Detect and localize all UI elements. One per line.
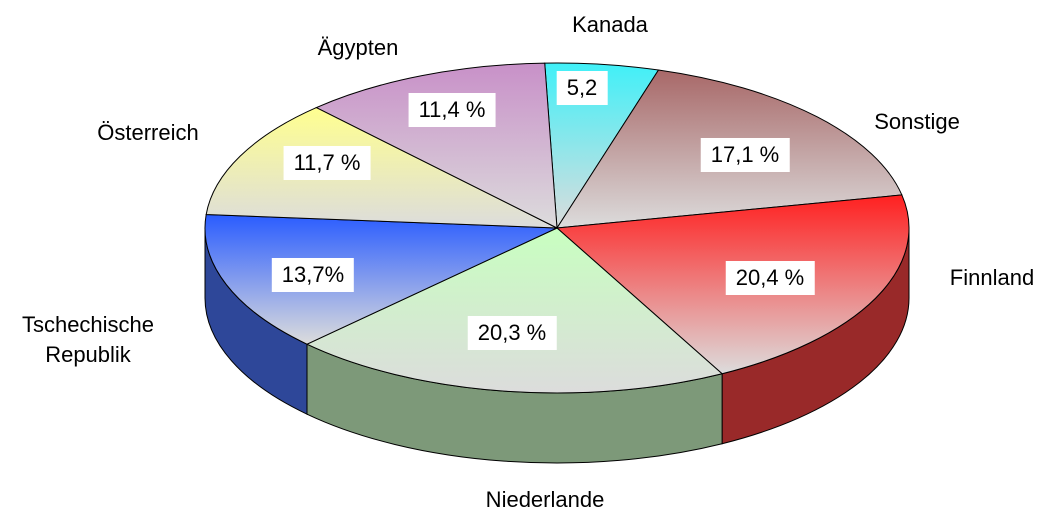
value-label: 13,7% [271, 258, 355, 292]
category-label: Finnland [949, 265, 1035, 290]
category-label: Sonstige [874, 109, 960, 134]
value-label: 20,3 % [467, 316, 557, 350]
value-label: 5,2 [556, 71, 608, 105]
category-label: Tschechische Republik [21, 312, 155, 367]
category-label: Österreich [97, 120, 199, 145]
category-label: Niederlande [485, 487, 605, 512]
slice [205, 107, 558, 229]
value-label: 11,4 % [408, 93, 496, 127]
slice [315, 62, 558, 229]
slice [204, 214, 558, 345]
value-label: 17,1 % [700, 138, 790, 172]
category-label: Kanada [572, 12, 648, 37]
slice [305, 227, 724, 394]
value-label: 20,4 % [725, 261, 815, 295]
category-label: Ägypten [317, 35, 399, 60]
value-label: 11,7 % [283, 146, 371, 180]
